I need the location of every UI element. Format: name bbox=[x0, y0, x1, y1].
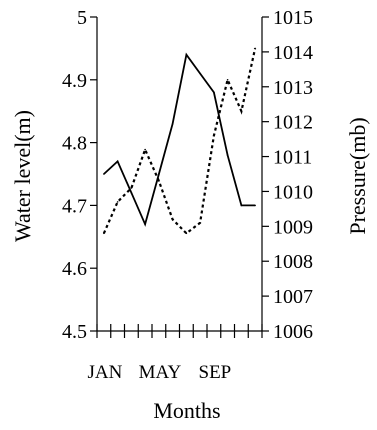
series-1-point bbox=[213, 91, 215, 94]
series-2-point bbox=[103, 232, 105, 235]
series-2-point bbox=[171, 218, 174, 221]
left-tick-label: 4.9 bbox=[62, 70, 87, 92]
right-tick-label: 1006 bbox=[273, 321, 313, 343]
series-1-point bbox=[240, 204, 243, 207]
series-2-point bbox=[144, 148, 146, 151]
series-line-2 bbox=[102, 48, 257, 235]
series-layer bbox=[102, 47, 257, 235]
series-2-point bbox=[226, 79, 229, 81]
right-tick-label: 1007 bbox=[273, 286, 313, 308]
right-y-axis: 1006 1007 1008 1009 1010 1011 1012 1013 1014 1015 bbox=[262, 7, 313, 343]
series-2-point bbox=[158, 180, 160, 182]
x-tick-label: SEP bbox=[199, 362, 232, 383]
series-1-point bbox=[103, 173, 105, 175]
left-tick-label: 4.5 bbox=[62, 321, 87, 343]
left-y-axis: 4.5 4.6 4.7 4.8 4.9 5 bbox=[62, 7, 97, 343]
left-tick-label: 4.7 bbox=[62, 195, 87, 217]
series-2-point bbox=[185, 232, 188, 235]
right-tick-label: 1015 bbox=[273, 7, 313, 29]
series-1-point bbox=[185, 53, 188, 56]
x-axis bbox=[96, 324, 263, 338]
series-2-point bbox=[240, 110, 243, 112]
series-2-point bbox=[254, 47, 256, 50]
series-1-point bbox=[158, 173, 160, 175]
right-tick-label: 1011 bbox=[273, 147, 312, 169]
right-tick-label: 1012 bbox=[273, 112, 313, 134]
series-line-1 bbox=[103, 52, 256, 227]
left-axis-title: Water level(m) bbox=[10, 110, 35, 242]
series-1-point bbox=[130, 192, 133, 194]
series-2-point bbox=[130, 187, 133, 189]
right-tick-label: 1014 bbox=[273, 42, 313, 64]
series-1-point bbox=[144, 223, 146, 226]
series-2-point bbox=[213, 134, 215, 137]
series-1-point bbox=[254, 204, 256, 207]
series-1-point bbox=[226, 154, 229, 156]
right-tick-label: 1009 bbox=[273, 216, 313, 238]
right-tick-label: 1013 bbox=[273, 77, 313, 99]
left-tick-label: 4.6 bbox=[62, 258, 87, 280]
x-axis-title: Months bbox=[153, 398, 220, 423]
x-tick-label: MAY bbox=[139, 362, 182, 383]
left-tick-label: 5 bbox=[77, 7, 87, 29]
right-axis-title: Pressure(mb) bbox=[345, 117, 370, 234]
right-tick-label: 1010 bbox=[273, 181, 313, 203]
series-2-point bbox=[116, 201, 119, 203]
series-2-point bbox=[199, 222, 201, 224]
series-1-point bbox=[199, 72, 201, 75]
plot-frame bbox=[96, 17, 263, 332]
left-tick-label: 4.8 bbox=[62, 133, 87, 155]
x-tick-labels: JAN MAY SEP bbox=[87, 362, 231, 383]
series-1-point bbox=[171, 122, 174, 125]
right-tick-label: 1008 bbox=[273, 251, 313, 273]
series-1-point bbox=[116, 160, 119, 163]
x-tick-label: JAN bbox=[87, 362, 122, 383]
